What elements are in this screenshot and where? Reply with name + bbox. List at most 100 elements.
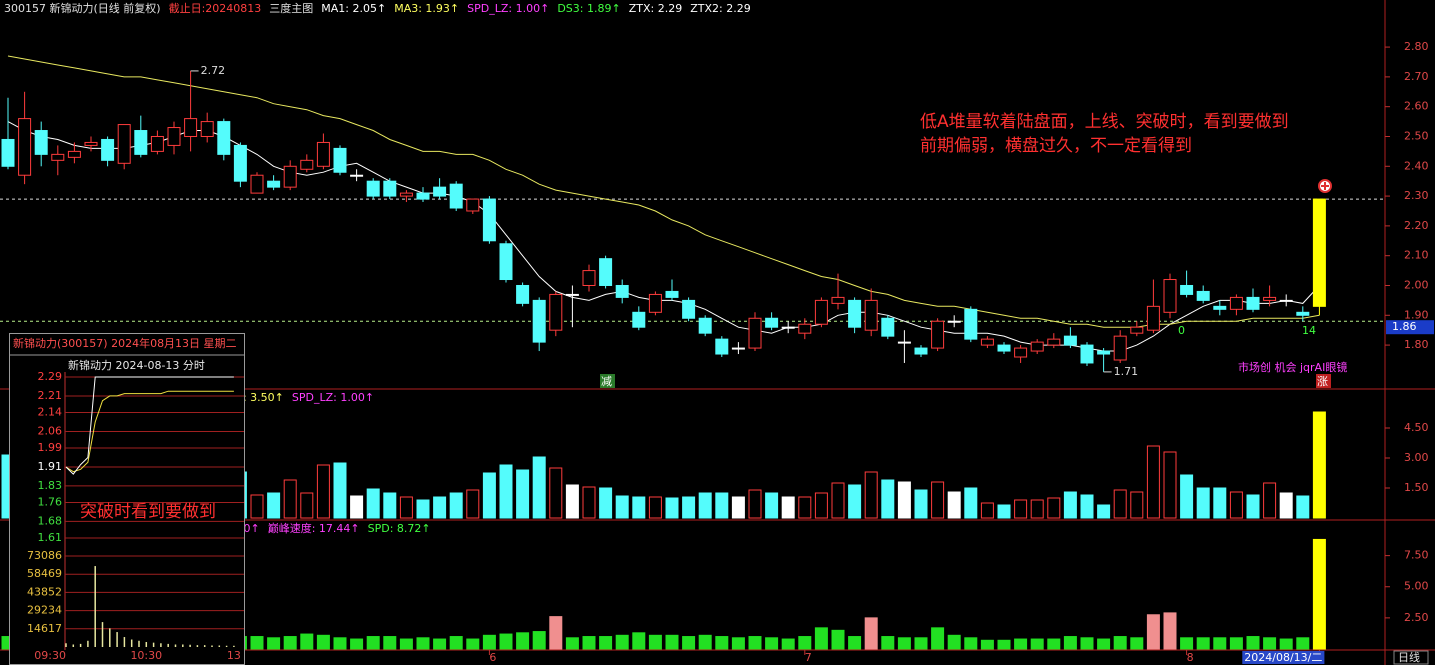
bar: [848, 484, 862, 519]
indicator-label: SPD: 8.72↑: [367, 522, 431, 535]
candle-body: [848, 299, 862, 328]
bar: [947, 491, 961, 519]
candle-body: [765, 317, 779, 328]
candle-body: [1097, 350, 1111, 355]
bar: [1213, 637, 1227, 650]
candle-body: [1047, 338, 1061, 346]
bar: [831, 629, 845, 650]
popup-subtitle: 新锦动力 2024-08-13 分时: [68, 358, 205, 372]
bar: [931, 627, 945, 650]
bar: [366, 488, 380, 519]
last-price-label: 1.86: [1392, 320, 1417, 333]
indicator-label: 截止日:20240813: [168, 2, 262, 15]
candle-body: [383, 180, 397, 197]
bar: [748, 636, 762, 650]
candle-body: [731, 347, 745, 350]
bar: [1063, 636, 1077, 650]
bar: [1296, 495, 1310, 519]
indicator-label: ZTX2: 2.29: [690, 2, 751, 15]
bar: [1246, 636, 1260, 650]
bar: [748, 489, 762, 519]
bar: [532, 631, 546, 650]
bar: [333, 462, 347, 519]
date-box: [1242, 651, 1325, 664]
bar: [300, 492, 314, 519]
bar: [366, 636, 380, 650]
annotation: 前期偏弱，横盘过久，不一定看得到: [920, 136, 1192, 156]
candle-body: [1180, 284, 1194, 295]
y-tick-label: 2.40: [1404, 159, 1429, 172]
bar: [1080, 637, 1094, 650]
candle-body: [67, 150, 81, 158]
y-tick-label: 2.60: [1404, 100, 1429, 113]
bar: [798, 496, 812, 519]
candle-body: [134, 130, 148, 155]
bar: [283, 636, 297, 650]
candle-body: [117, 124, 131, 164]
y-tick-label: 1.90: [1404, 308, 1429, 321]
bar: [267, 637, 281, 650]
bar: [516, 632, 530, 650]
candle-body: [466, 198, 480, 212]
bar: [300, 633, 314, 650]
bar: [549, 616, 563, 650]
candle-body: [682, 299, 696, 319]
period-box[interactable]: [1393, 650, 1429, 665]
y-tick-label: 1.68: [38, 514, 63, 527]
candle-body: [632, 311, 646, 328]
candle-body: [516, 284, 530, 304]
indicator-label: 300157 新锦动力(日线 前复权): [4, 2, 161, 15]
bar: [1113, 489, 1127, 519]
x-tick-label: 7: [805, 651, 812, 664]
bar: [897, 481, 911, 519]
candle-body: [615, 284, 629, 298]
bar: [416, 637, 430, 650]
bar: [516, 469, 530, 519]
candle-body: [150, 135, 164, 152]
candle-body: [217, 121, 231, 155]
bar: [1196, 487, 1210, 519]
bar: [980, 639, 994, 650]
candle-body: [84, 141, 98, 146]
candle-body: [167, 127, 181, 146]
bar: [283, 479, 297, 519]
period-label[interactable]: 日线: [1398, 650, 1420, 664]
bar: [565, 484, 579, 519]
bar: [1030, 499, 1044, 519]
bar: [433, 496, 447, 519]
y2-tick-label: 14617: [27, 622, 62, 635]
bar: [1312, 538, 1326, 650]
bar: [1213, 487, 1227, 519]
candle-body: [101, 138, 115, 161]
bar: [648, 496, 662, 519]
candle-body: [748, 317, 762, 349]
y-tick-label: 2.70: [1404, 70, 1429, 83]
bar: [798, 636, 812, 650]
bar: [267, 492, 281, 519]
bar: [565, 637, 579, 650]
candle-body: [366, 180, 380, 197]
bar: [1279, 638, 1293, 650]
bar: [316, 634, 330, 650]
y-tick-label: 2.20: [1404, 219, 1429, 232]
bar: [781, 496, 795, 519]
candle-body: [350, 174, 364, 177]
low-label: 1.71: [1114, 365, 1139, 378]
y-tick-label: 2.80: [1404, 40, 1429, 53]
popup-title: 新锦动力(300157) 2024年08月13日 星期二: [13, 336, 237, 350]
bar: [648, 634, 662, 650]
candle-body: [1130, 326, 1144, 334]
marker-label: 14: [1302, 324, 1316, 337]
bar: [582, 636, 596, 650]
bar: [499, 633, 513, 650]
bar: [765, 492, 779, 519]
candle-body: [665, 290, 679, 298]
bar: [914, 637, 928, 650]
bar: [1246, 494, 1260, 519]
bar: [731, 496, 745, 519]
x-tick-label: 8: [1187, 651, 1194, 664]
bar: [350, 495, 364, 519]
x-tick-label: 09:30: [34, 649, 66, 662]
